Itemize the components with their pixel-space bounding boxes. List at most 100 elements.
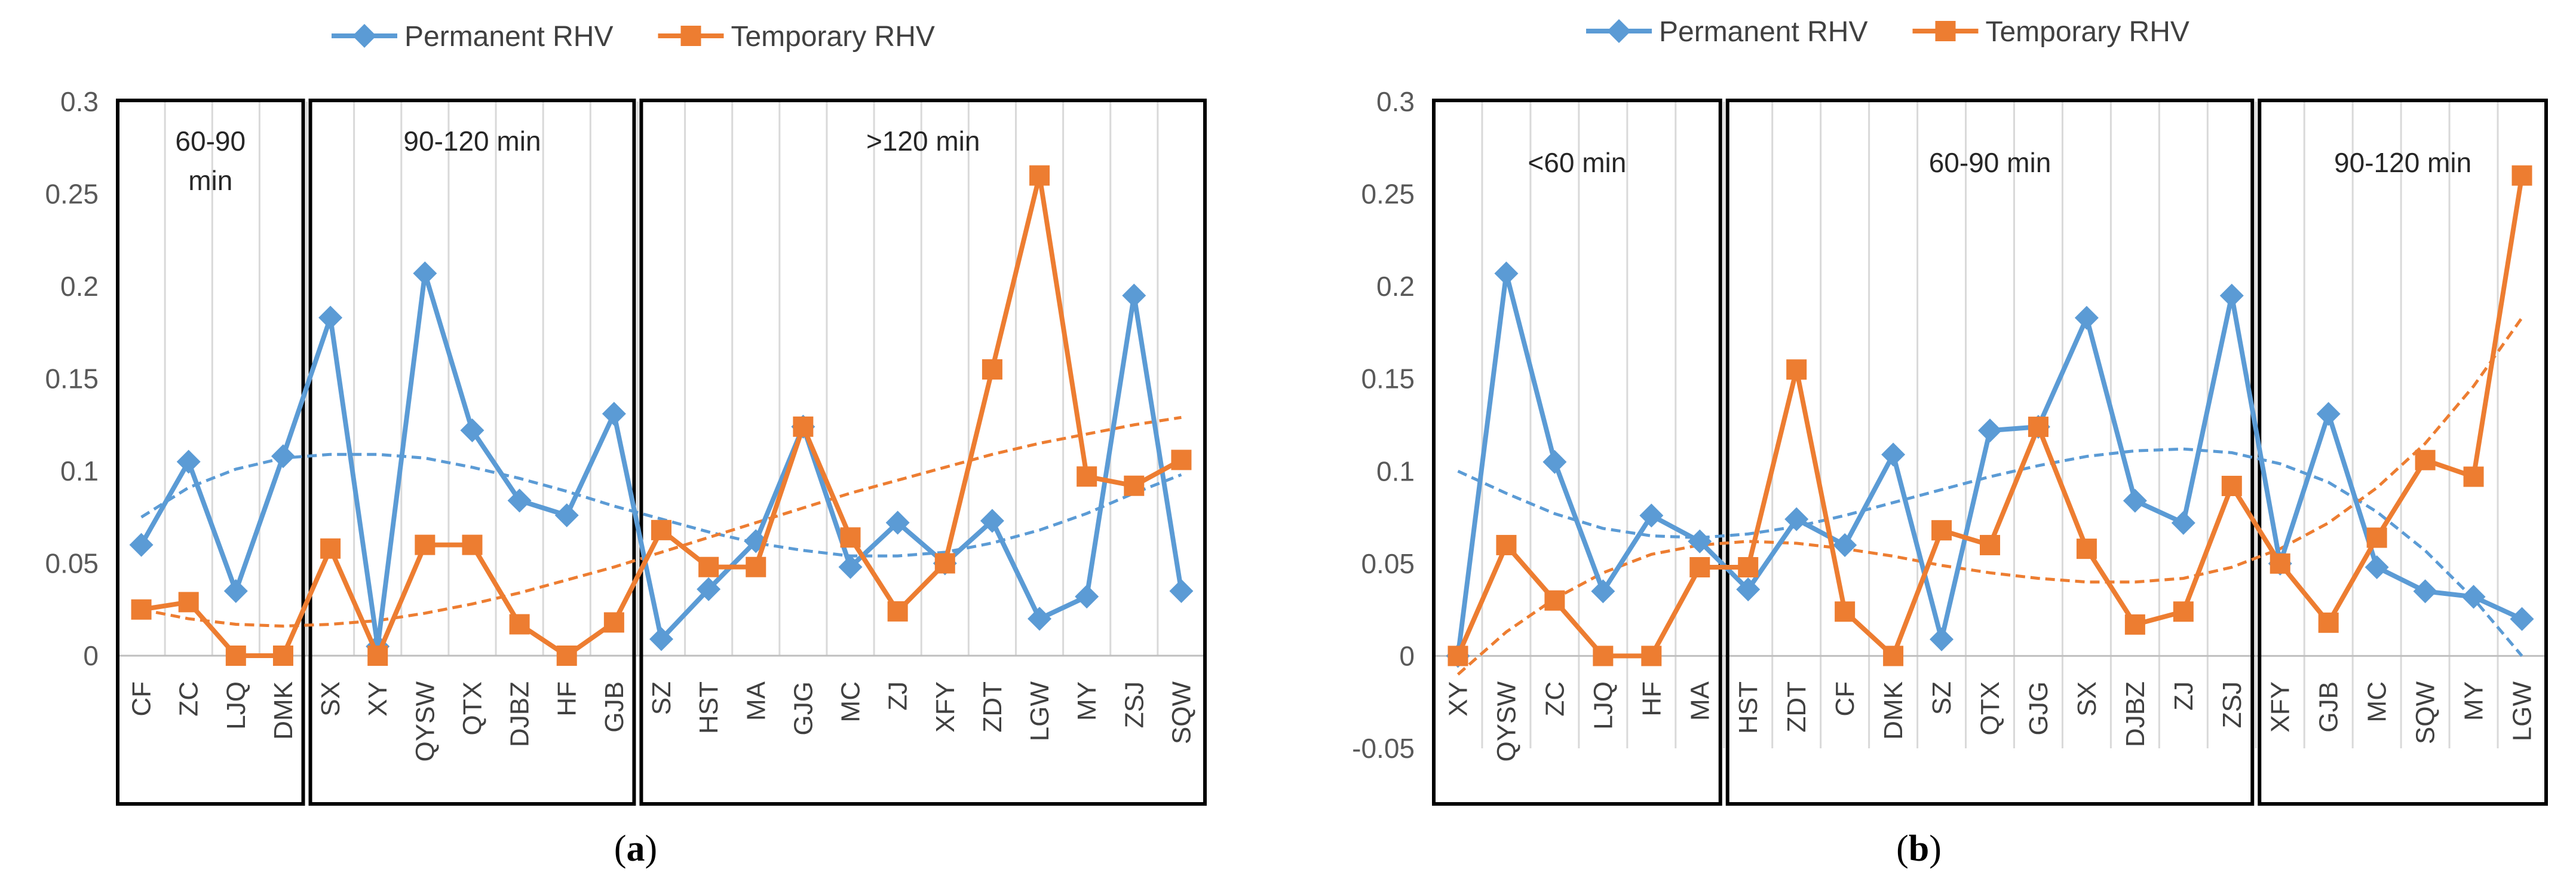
x-tick-label: HF bbox=[1637, 681, 1666, 717]
x-tick-label: CF bbox=[127, 681, 157, 717]
data-point-temporary-rhv bbox=[131, 599, 152, 620]
data-point-permanent-rhv bbox=[176, 449, 201, 474]
x-tick-label: GJG bbox=[2024, 681, 2053, 735]
data-point-temporary-rhv bbox=[415, 534, 436, 555]
data-point-permanent-rhv bbox=[1542, 449, 1567, 474]
data-point-temporary-rhv bbox=[887, 601, 908, 622]
x-tick-label: ZSJ bbox=[1120, 681, 1149, 728]
x-tick-label: XY bbox=[1443, 681, 1473, 717]
group-box bbox=[2258, 99, 2549, 806]
data-point-permanent-rhv bbox=[223, 579, 248, 603]
x-tick-label: LGW bbox=[1025, 681, 1054, 742]
data-point-permanent-rhv bbox=[2461, 585, 2486, 609]
data-point-temporary-rhv bbox=[2318, 612, 2339, 633]
x-tick-label: SZ bbox=[647, 681, 676, 715]
data-point-temporary-rhv bbox=[320, 538, 341, 559]
data-point-permanent-rhv bbox=[2171, 510, 2195, 535]
data-point-temporary-rhv bbox=[840, 527, 861, 548]
y-tick-label: -0.05 bbox=[1352, 733, 1415, 764]
data-point-permanent-rhv bbox=[1784, 507, 1809, 531]
data-point-temporary-rhv bbox=[1171, 449, 1192, 470]
data-point-permanent-rhv bbox=[1833, 533, 1857, 557]
data-point-temporary-rhv bbox=[1077, 466, 1097, 487]
x-tick-label: CF bbox=[1830, 681, 1860, 717]
trendline-permanent-rhv bbox=[140, 452, 1182, 558]
data-point-temporary-rhv bbox=[1835, 601, 1856, 622]
data-point-temporary-rhv bbox=[1980, 534, 2000, 555]
x-tick-label: SX bbox=[316, 681, 345, 717]
data-point-permanent-rhv bbox=[2123, 488, 2147, 513]
chart-a: 0 0.05 0.1 0.15 0.2 0.25 0.3 CF ZC LJQ DMK SX XY QYSW… bbox=[45, 21, 1207, 869]
x-tick-label: MY bbox=[2460, 681, 2489, 721]
y-tick-label: 0.2 bbox=[60, 271, 99, 302]
x-tick-label: SQW bbox=[1167, 681, 1196, 745]
trendline-temporary-rhv bbox=[1456, 317, 2523, 676]
trendline-permanent-rhv bbox=[1457, 447, 2523, 657]
legend-label-temporary-rhv: Temporary RHV bbox=[731, 21, 934, 53]
data-point-permanent-rhv bbox=[2413, 579, 2437, 604]
x-tick-label: QTX bbox=[1976, 681, 2005, 735]
data-point-permanent-rhv bbox=[1028, 607, 1052, 631]
data-point-temporary-rhv bbox=[651, 519, 671, 540]
x-tick-label: XFY bbox=[931, 681, 960, 733]
group-box bbox=[1432, 99, 1722, 806]
x-tick-label: MY bbox=[1072, 681, 1102, 721]
legend-marker-permanent-rhv bbox=[352, 24, 376, 48]
data-point-permanent-rhv bbox=[1736, 577, 1761, 602]
x-tick-label: SX bbox=[2072, 681, 2102, 717]
data-point-temporary-rhv bbox=[1641, 646, 1662, 666]
data-point-permanent-rhv bbox=[1169, 579, 1194, 603]
x-tick-label: LGW bbox=[2508, 681, 2537, 742]
data-point-temporary-rhv bbox=[1883, 646, 1904, 666]
data-point-permanent-rhv bbox=[649, 627, 673, 652]
data-point-temporary-rhv bbox=[2415, 449, 2436, 470]
x-tick-label: GJB bbox=[600, 681, 629, 733]
x-tick-label: MC bbox=[836, 681, 866, 722]
x-tick-label: HF bbox=[553, 681, 582, 717]
x-tick-label: HST bbox=[694, 681, 723, 734]
y-tick-label: 0.25 bbox=[45, 179, 99, 210]
data-point-permanent-rhv bbox=[2316, 402, 2341, 426]
y-tick-label: 0.3 bbox=[1376, 86, 1415, 117]
data-point-temporary-rhv bbox=[178, 592, 199, 613]
x-tick-label: MA bbox=[1685, 681, 1715, 721]
data-point-permanent-rhv bbox=[129, 533, 154, 557]
x-tick-label: SZ bbox=[1927, 681, 1956, 715]
data-point-temporary-rhv bbox=[746, 556, 766, 577]
x-tick-label: ZJ bbox=[884, 681, 913, 711]
series-line-permanent-rhv bbox=[139, 271, 1184, 649]
x-tick-label: ZDT bbox=[1782, 681, 1811, 733]
data-point-permanent-rhv bbox=[413, 261, 437, 286]
group-label: 90-120 min bbox=[2334, 147, 2471, 178]
x-tick-label: ZJ bbox=[2169, 681, 2198, 711]
x-tick-label: DJBZ bbox=[2121, 681, 2150, 747]
data-point-temporary-rhv bbox=[556, 646, 577, 666]
x-tick-label: QTX bbox=[458, 681, 487, 735]
data-point-permanent-rhv bbox=[1881, 442, 1906, 467]
x-tick-label: XFY bbox=[2266, 681, 2295, 733]
data-point-permanent-rhv bbox=[602, 402, 626, 426]
panel-caption: (b) bbox=[1896, 828, 1942, 869]
x-tick-label: LJQ bbox=[1588, 681, 1618, 730]
y-tick-label: 0.05 bbox=[45, 548, 99, 579]
x-tick-label: SQW bbox=[2411, 681, 2440, 745]
data-point-permanent-rhv bbox=[554, 503, 579, 528]
data-point-temporary-rhv bbox=[603, 612, 624, 633]
x-tick-label: LJQ bbox=[222, 681, 251, 730]
data-point-permanent-rhv bbox=[1688, 529, 1712, 553]
data-point-permanent-rhv bbox=[1639, 503, 1664, 528]
data-point-temporary-rhv bbox=[982, 359, 1002, 380]
data-point-permanent-rhv bbox=[885, 510, 910, 535]
group-label: <60 min bbox=[1528, 147, 1626, 178]
data-point-temporary-rhv bbox=[1931, 520, 1952, 541]
x-tick-label: MC bbox=[2363, 681, 2392, 722]
data-point-temporary-rhv bbox=[2076, 539, 2097, 559]
data-point-temporary-rhv bbox=[793, 416, 814, 437]
x-tick-label: ZC bbox=[174, 681, 204, 717]
data-point-temporary-rhv bbox=[2124, 614, 2145, 635]
data-point-permanent-rhv bbox=[1494, 261, 1519, 286]
data-point-temporary-rhv bbox=[272, 646, 293, 666]
data-point-permanent-rhv bbox=[1122, 283, 1146, 308]
x-tick-label: QYSW bbox=[410, 681, 440, 762]
group-box bbox=[639, 99, 1207, 806]
